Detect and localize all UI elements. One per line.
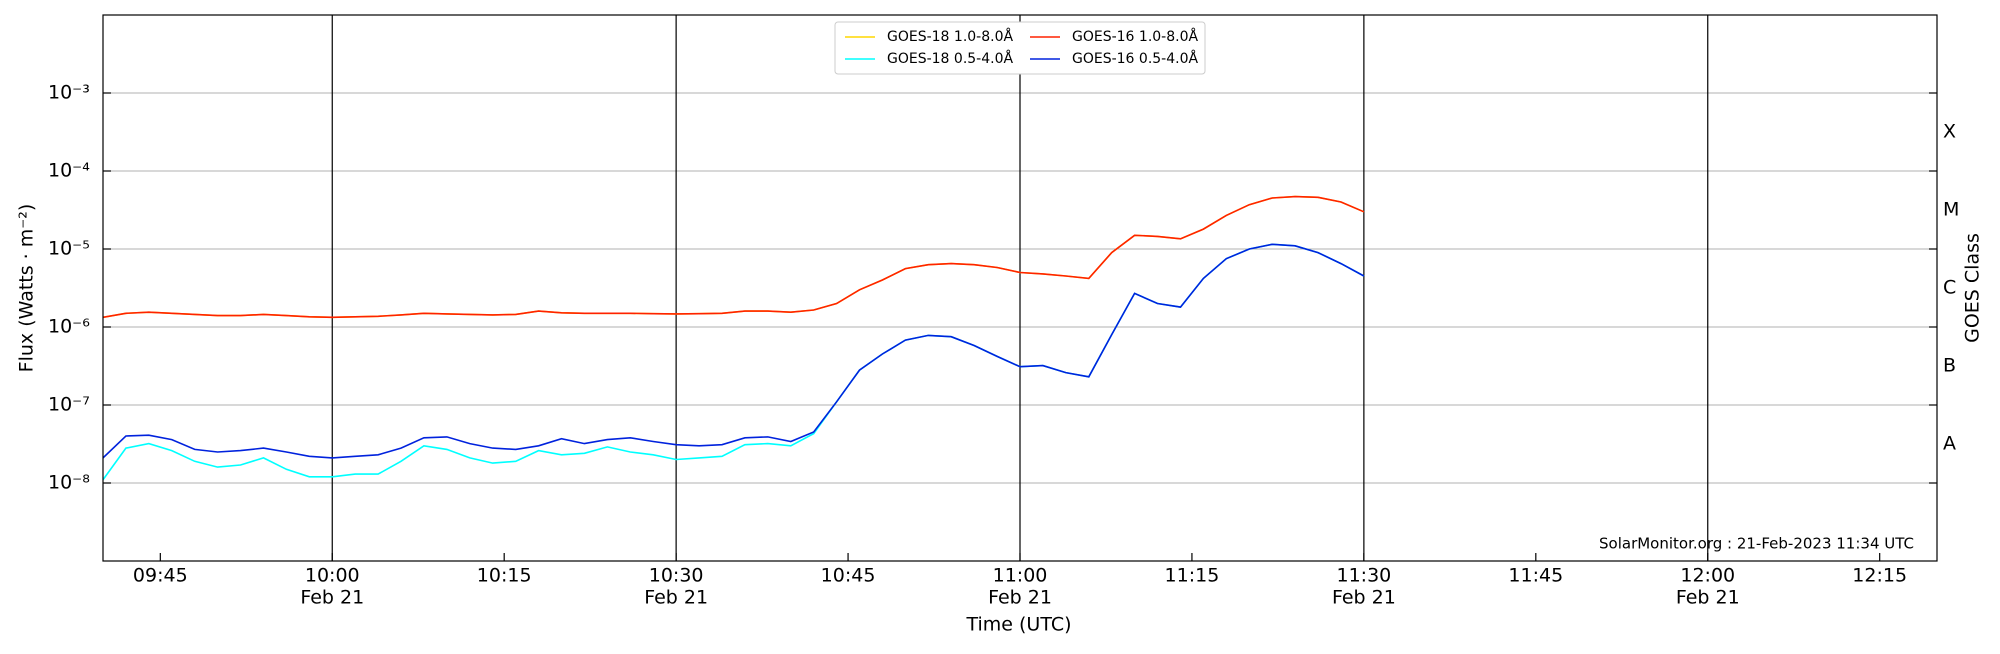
x-tick-label: 11:00	[993, 565, 1048, 587]
x-date-label: Feb 21	[1332, 587, 1396, 609]
x-tick-label: 09:45	[133, 565, 188, 587]
legend-label: GOES-18 1.0-8.0Å	[887, 28, 1013, 45]
plot-frame	[102, 14, 1938, 562]
y-tick-label: 10⁻⁸	[48, 472, 90, 494]
x-tick-label: 11:30	[1336, 565, 1391, 587]
x-date-label: Feb 21	[300, 587, 364, 609]
class-label: X	[1943, 121, 1956, 143]
legend-box	[834, 21, 1206, 75]
x-date-label: Feb 21	[988, 587, 1052, 609]
annotation: SolarMonitor.org : 21-Feb-2023 11:34 UTC	[1599, 535, 1914, 553]
x-tick-label: 11:15	[1165, 565, 1220, 587]
x-date-label: Feb 21	[644, 587, 708, 609]
class-label: C	[1943, 277, 1956, 299]
y-tick-label: 10⁻⁷	[48, 394, 90, 416]
class-label: M	[1943, 199, 1959, 221]
y-axis-label: Flux (Watts · m⁻²)	[16, 204, 38, 373]
x-date-label: Feb 21	[1676, 587, 1740, 609]
x-tick-label: 12:00	[1680, 565, 1735, 587]
x-tick-label: 10:30	[649, 565, 704, 587]
y-tick-label: 10⁻⁴	[48, 160, 90, 182]
x-tick-label: 10:15	[477, 565, 532, 587]
y-tick-label: 10⁻⁶	[48, 316, 90, 338]
class-label: A	[1943, 433, 1956, 455]
y2-axis-label: GOES Class	[1962, 233, 1984, 343]
y-tick-label: 10⁻⁵	[48, 238, 90, 260]
series-line	[103, 195, 1365, 319]
x-tick-label: 11:45	[1508, 565, 1563, 587]
legend-label: GOES-18 0.5-4.0Å	[887, 50, 1013, 67]
x-tick-label: 10:00	[305, 565, 360, 587]
y-tick-label: 10⁻³	[48, 82, 90, 104]
x-tick-label: 12:15	[1852, 565, 1907, 587]
class-label: B	[1943, 355, 1956, 377]
x-tick-label: 10:45	[821, 565, 876, 587]
series-line	[103, 243, 1365, 459]
x-axis-label: Time (UTC)	[965, 614, 1071, 636]
legend-label: GOES-16 1.0-8.0Å	[1072, 28, 1198, 45]
legend-label: GOES-16 0.5-4.0Å	[1072, 50, 1198, 67]
legend: GOES-18 1.0-8.0Å GOES-18 0.5-4.0Å GOES-16 …	[834, 21, 1206, 75]
